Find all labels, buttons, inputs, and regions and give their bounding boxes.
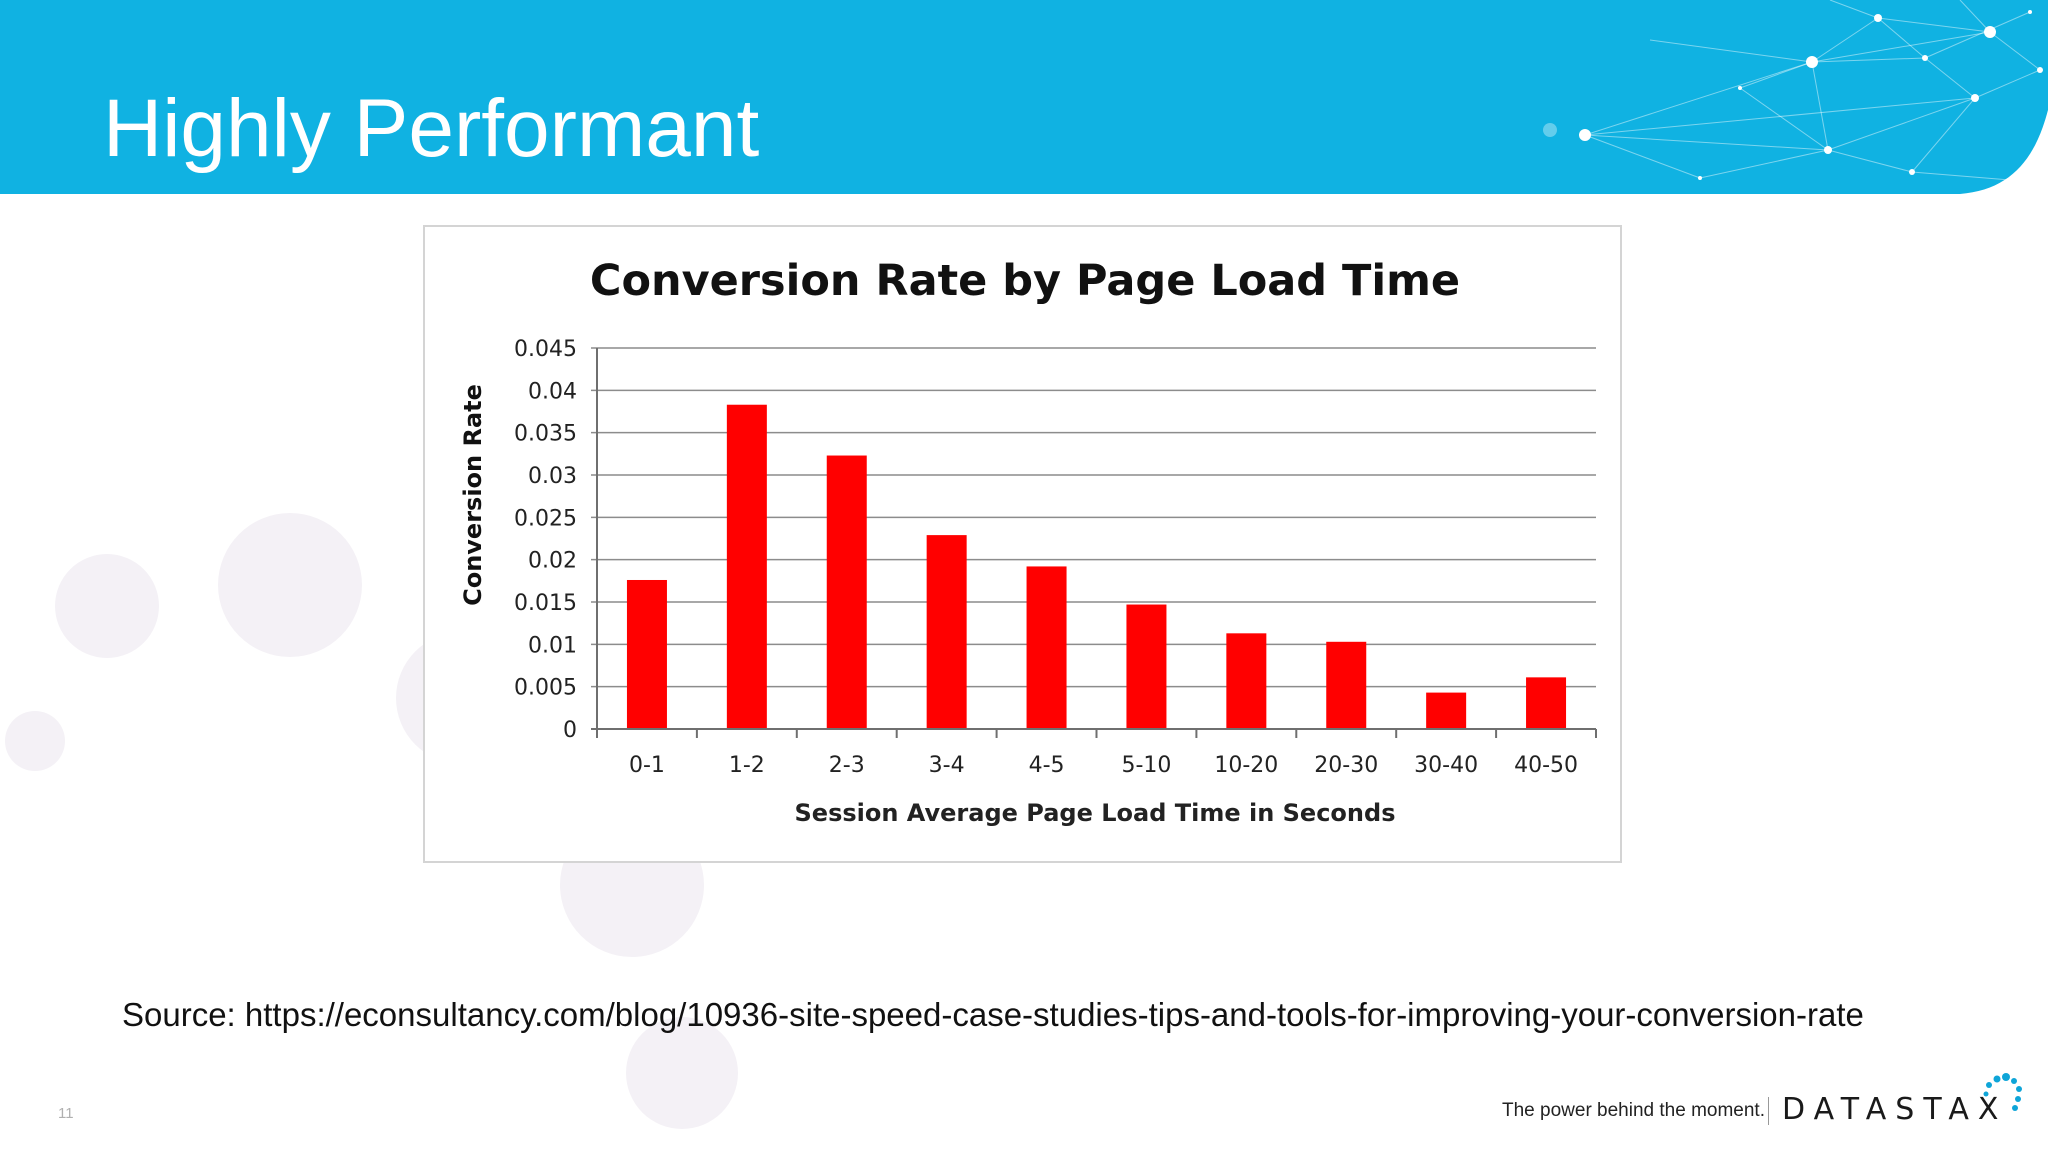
bar-3-4	[926, 535, 967, 729]
bar-30-40	[1426, 692, 1467, 729]
bar-10-20	[1226, 633, 1267, 729]
bar-5-10	[1126, 604, 1167, 729]
bar-20-30	[1326, 641, 1367, 729]
y-tick-label: 0	[563, 718, 577, 743]
chart-frame: Conversion Rate by Page Load Time 0 0.005…	[423, 225, 1622, 863]
bar-2-3	[826, 455, 867, 729]
x-tick-label: 3-4	[929, 753, 965, 778]
conversion-rate-chart: Conversion Rate by Page Load Time 0 0.005…	[459, 256, 1597, 827]
title-banner: Highly Performant	[0, 0, 2048, 194]
bar-4-5	[1026, 566, 1067, 729]
y-tick-label: 0.01	[528, 633, 577, 658]
x-axis-title: Session Average Page Load Time in Second…	[795, 799, 1396, 827]
x-tick-label: 0-1	[629, 753, 665, 778]
logo-divider	[1768, 1097, 1769, 1125]
y-tick-labels: 0 0.005 0.01 0.015 0.02 0.025 0.03 0.035 0.04 0.0…	[514, 337, 577, 743]
logo-dots-icon	[1983, 1073, 2022, 1111]
bar-1-2	[726, 404, 767, 729]
page-number: 11	[58, 1105, 74, 1122]
logo-text: DATASTAX	[1782, 1092, 2007, 1127]
slide-title: Highly Performant	[103, 83, 760, 174]
x-tick-label: 40-50	[1514, 753, 1578, 778]
x-tick-label: 10-20	[1214, 753, 1278, 778]
x-tick-label: 30-40	[1414, 753, 1478, 778]
x-tick-label: 2-3	[829, 753, 865, 778]
datastax-logo: DATASTAX	[1782, 1073, 2022, 1127]
bars	[626, 404, 1567, 729]
y-axis-title: Conversion Rate	[459, 384, 487, 606]
source-citation: Source: https://econsultancy.com/blog/10…	[122, 996, 1864, 1033]
y-tick-label: 0.015	[514, 591, 577, 616]
x-axis	[596, 348, 1597, 738]
network-graphic	[1543, 0, 2048, 194]
y-tick-label: 0.03	[528, 464, 577, 489]
y-tick-label: 0.025	[514, 506, 577, 531]
chart-title: Conversion Rate by Page Load Time	[590, 256, 1460, 306]
tagline: The power behind the moment.	[1502, 1100, 1765, 1121]
x-tick-label: 20-30	[1314, 753, 1378, 778]
y-tick-label: 0.005	[514, 676, 577, 701]
y-tick-label: 0.04	[528, 379, 577, 404]
bar-0-1	[626, 579, 667, 729]
x-tick-labels: 0-1 1-2 2-3 3-4 4-5 5-10 10-20 20-30 30-40 40-50	[629, 753, 1578, 778]
x-tick-label: 4-5	[1029, 753, 1065, 778]
y-tick-label: 0.02	[528, 549, 577, 574]
y-tick-label: 0.045	[514, 337, 577, 362]
bar-40-50	[1526, 677, 1567, 729]
x-tick-label: 1-2	[729, 753, 765, 778]
x-tick-label: 5-10	[1121, 753, 1171, 778]
y-tick-label: 0.035	[514, 422, 577, 447]
